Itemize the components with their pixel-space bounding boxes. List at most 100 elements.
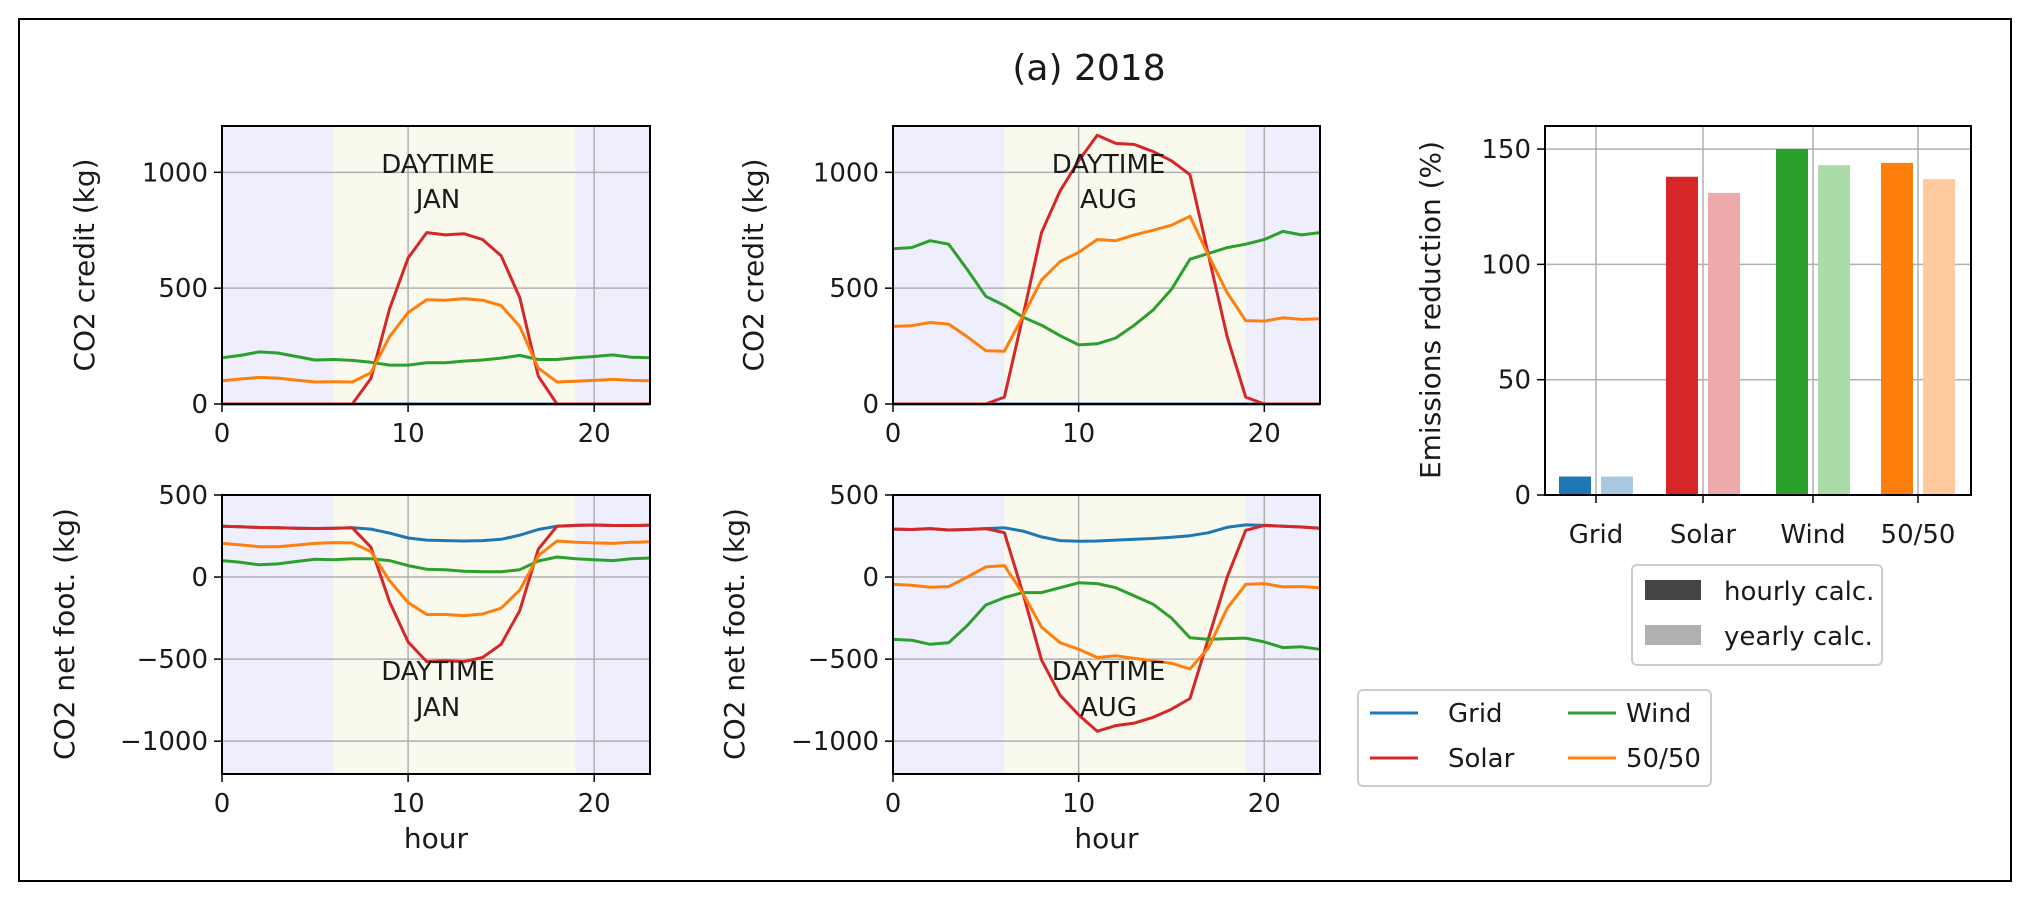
y-tick-label: 0 bbox=[862, 563, 879, 593]
bar-hourly-solar bbox=[1666, 176, 1698, 496]
daytime-annotation: DAYTIME bbox=[381, 150, 495, 180]
night-shade bbox=[1245, 495, 1320, 774]
series-line-wind bbox=[221, 350, 651, 367]
y-tick-label: 0 bbox=[191, 563, 208, 593]
figure-title: (a) 2018 bbox=[1012, 48, 1165, 89]
series-line-solar bbox=[892, 523, 1321, 733]
series-line-wind bbox=[892, 229, 1321, 347]
legend-label-fifty: 50/50 bbox=[1626, 744, 1701, 774]
night-shade bbox=[893, 126, 1005, 404]
x-axis-label: hour bbox=[1074, 822, 1139, 855]
x-tick-label: 10 bbox=[392, 789, 425, 819]
y-axis-label: CO2 net foot. (kg) bbox=[718, 508, 751, 760]
x-tick-label: 20 bbox=[1248, 789, 1281, 819]
x-tick-label: 20 bbox=[578, 789, 611, 819]
series-legend-box bbox=[1357, 689, 1712, 787]
y-tick-label: 150 bbox=[1481, 135, 1531, 165]
legend-swatch-yearly bbox=[1645, 625, 1701, 645]
y-tick-label: 0 bbox=[862, 390, 879, 420]
daytime-annotation: DAYTIME bbox=[381, 657, 495, 687]
legend-label-wind: Wind bbox=[1626, 699, 1691, 729]
bar-yearly-grid bbox=[1601, 476, 1633, 495]
category-label: Solar bbox=[1670, 520, 1737, 550]
y-tick-label: −500 bbox=[137, 645, 208, 675]
y-tick-label: 500 bbox=[829, 274, 879, 304]
legend-label-grid: Grid bbox=[1448, 699, 1503, 729]
category-label: Wind bbox=[1780, 520, 1845, 550]
bar-yearly-5050 bbox=[1923, 179, 1955, 495]
x-tick-label: 0 bbox=[885, 789, 902, 819]
legend-swatch-hourly bbox=[1645, 580, 1701, 600]
daytime-shade bbox=[333, 495, 576, 774]
bar-hourly-wind bbox=[1776, 149, 1808, 495]
y-tick-label: 1000 bbox=[142, 158, 208, 188]
method-legend: hourly calc. yearly calc. bbox=[1631, 564, 1883, 666]
y-tick-label: 500 bbox=[158, 481, 208, 511]
series-line-5050 bbox=[892, 214, 1321, 353]
panel-emissions-bar: 0 50 100 150 Grid Solar Wind 50/50 Emissions red… bbox=[1414, 125, 1972, 550]
series-line-solar bbox=[221, 523, 651, 664]
series-line-5050 bbox=[221, 297, 651, 384]
night-shade bbox=[1245, 126, 1320, 404]
series-legend: Grid Wind Solar 50/50 bbox=[1357, 689, 1712, 787]
bar-yearly-solar bbox=[1708, 192, 1740, 495]
y-tick-label: 500 bbox=[158, 274, 208, 304]
x-tick-label: 0 bbox=[885, 419, 902, 449]
legend-label-solar: Solar bbox=[1448, 744, 1515, 774]
daytime-annotation: DAYTIME bbox=[1052, 657, 1166, 687]
y-axis-label: CO2 net foot. (kg) bbox=[48, 508, 81, 760]
daytime-shade bbox=[1004, 495, 1246, 774]
y-tick-label: −1000 bbox=[120, 727, 208, 757]
panel-credit-aug: 0 10 20 0 500 1000 CO2 credit (kg) DAYTIME AUG bbox=[737, 125, 1321, 449]
night-shade bbox=[893, 495, 1005, 774]
night-shade bbox=[222, 495, 334, 774]
y-axis-label: CO2 credit (kg) bbox=[737, 158, 770, 371]
series-line-5050 bbox=[221, 539, 651, 618]
x-tick-label: 0 bbox=[214, 419, 231, 449]
series-line-wind bbox=[892, 581, 1321, 651]
x-tick-label: 0 bbox=[214, 789, 231, 819]
y-tick-label: 0 bbox=[191, 390, 208, 420]
legend-label-hourly: hourly calc. bbox=[1724, 577, 1874, 607]
series-line-wind bbox=[221, 555, 651, 574]
month-annotation: JAN bbox=[414, 185, 460, 215]
y-tick-label: 50 bbox=[1498, 366, 1531, 396]
y-tick-label: 1000 bbox=[813, 158, 879, 188]
x-tick-label: 20 bbox=[1248, 419, 1281, 449]
bar-hourly-grid bbox=[1559, 476, 1591, 495]
y-axis-label: CO2 credit (kg) bbox=[68, 158, 101, 371]
bar-yearly-wind bbox=[1818, 165, 1850, 496]
legend-label-yearly: yearly calc. bbox=[1724, 622, 1873, 652]
y-tick-label: −500 bbox=[808, 645, 879, 675]
x-tick-label: 20 bbox=[578, 419, 611, 449]
axes-frame bbox=[892, 494, 1321, 775]
month-annotation: AUG bbox=[1080, 693, 1137, 723]
y-tick-label: 100 bbox=[1481, 250, 1531, 280]
night-shade bbox=[575, 495, 650, 774]
bar-hourly-5050 bbox=[1881, 162, 1913, 495]
x-tick-label: 10 bbox=[1062, 789, 1095, 819]
daytime-annotation: DAYTIME bbox=[1052, 150, 1166, 180]
y-tick-label: 0 bbox=[1514, 481, 1531, 511]
night-shade bbox=[575, 126, 650, 404]
y-axis-label: Emissions reduction (%) bbox=[1414, 141, 1447, 479]
month-annotation: JAN bbox=[414, 693, 460, 723]
panel-net-jan: 0 10 20 −1000 −500 0 500 CO2 net foot. (kg) hour… bbox=[48, 481, 651, 855]
axes-frame bbox=[221, 494, 651, 775]
x-tick-label: 10 bbox=[392, 419, 425, 449]
axes-frame bbox=[221, 125, 651, 405]
series-line-5050 bbox=[892, 564, 1321, 671]
x-axis-label: hour bbox=[404, 822, 469, 855]
axes-frame bbox=[892, 125, 1321, 405]
x-tick-label: 10 bbox=[1062, 419, 1095, 449]
category-label: 50/50 bbox=[1881, 520, 1956, 550]
y-tick-label: 500 bbox=[829, 481, 879, 511]
axes-frame bbox=[1544, 125, 1972, 496]
month-annotation: AUG bbox=[1080, 185, 1137, 215]
panel-net-aug: 0 10 20 −1000 −500 0 500 CO2 net foot. (kg) hour… bbox=[718, 481, 1321, 855]
night-shade bbox=[222, 126, 334, 404]
category-label: Grid bbox=[1569, 520, 1624, 550]
y-tick-label: −1000 bbox=[791, 727, 879, 757]
panel-credit-jan: 0 10 20 0 500 1000 CO2 credit (kg) DAYTIME JAN bbox=[68, 125, 651, 449]
